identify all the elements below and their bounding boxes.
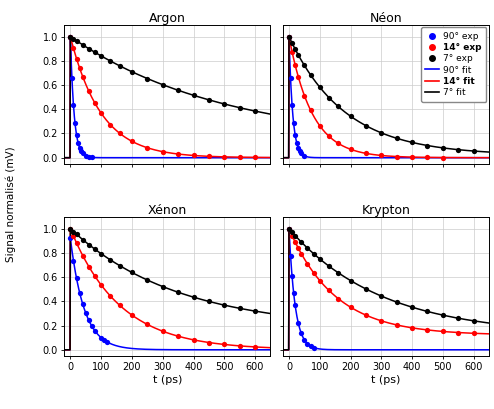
- Title: Xénon: Xénon: [148, 204, 187, 217]
- X-axis label: t (ps): t (ps): [153, 375, 182, 385]
- X-axis label: t (ps): t (ps): [371, 375, 401, 385]
- Title: Krypton: Krypton: [362, 204, 411, 217]
- Legend: 90° exp, 14° exp, 7° exp, 90° fit, 14° fit, 7° fit: 90° exp, 14° exp, 7° exp, 90° fit, 14° f…: [421, 27, 487, 101]
- Title: Néon: Néon: [370, 11, 402, 25]
- Text: Signal normalisé (mV): Signal normalisé (mV): [5, 147, 16, 262]
- Title: Argon: Argon: [149, 11, 186, 25]
